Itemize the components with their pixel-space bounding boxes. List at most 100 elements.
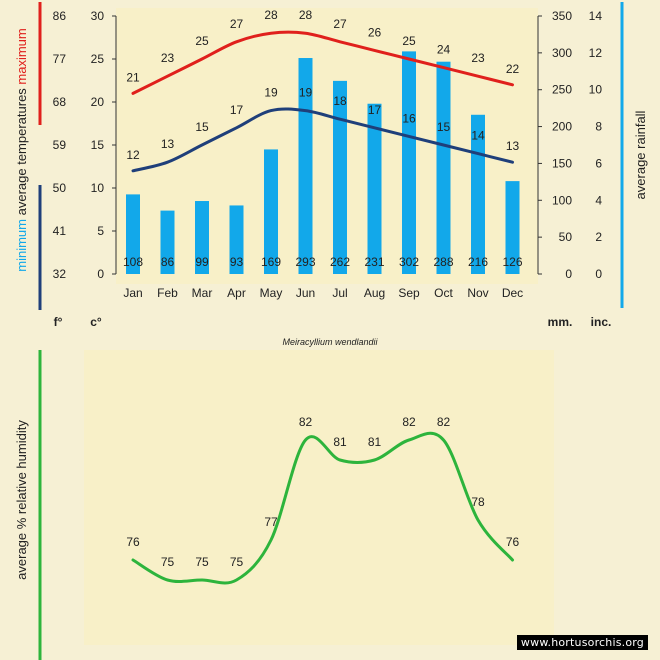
humidity-value-label: 81 (368, 435, 382, 449)
min-temperature-label: 16 (402, 111, 416, 125)
max-temperature-line (131, 30, 514, 95)
humidity-value-label: 76 (506, 535, 520, 549)
y-axis-title-part-average: average temperatures (14, 88, 29, 219)
tick-label-fahrenheit: 50 (53, 181, 67, 195)
month-label: Nov (467, 286, 488, 300)
max-temperature-label: 23 (161, 51, 175, 65)
humidity-value-label: 76 (126, 535, 140, 549)
month-label: Feb (157, 286, 178, 300)
rainfall-bar (505, 181, 520, 274)
rainfall-bar (126, 194, 140, 274)
min-temperature-label: 14 (471, 129, 485, 143)
unit-label-celsius: c° (90, 315, 102, 329)
rainfall-value-label: 262 (330, 255, 350, 269)
month-label: Apr (227, 286, 246, 300)
month-label: Mar (192, 286, 213, 300)
tick-label-celsius: 0 (97, 267, 104, 281)
month-label: May (260, 286, 283, 300)
min-temperature-label: 17 (368, 103, 382, 117)
humidity-plot-background (84, 350, 554, 645)
tick-label-inch: 14 (589, 9, 603, 23)
tick-label-fahrenheit: 68 (53, 95, 67, 109)
humidity-value-label: 75 (195, 555, 209, 569)
min-temperature-label: 13 (161, 137, 175, 151)
rainfall-bar (229, 205, 244, 274)
month-label: Sep (398, 286, 420, 300)
humidity-value-label: 82 (299, 415, 313, 429)
month-label: Jun (296, 286, 315, 300)
max-temperature-label: 23 (471, 51, 485, 65)
tick-label-mm: 0 (565, 267, 572, 281)
humidity-value-label: 82 (402, 415, 416, 429)
tick-label-fahrenheit: 32 (53, 267, 67, 281)
rainfall-bar (264, 149, 278, 274)
month-label: Aug (364, 286, 385, 300)
max-temperature-label: 25 (195, 34, 209, 48)
rainfall-bar (367, 103, 382, 274)
humidity-value-label: 81 (333, 435, 347, 449)
tick-label-inch: 6 (595, 156, 602, 170)
rainfall-value-label: 108 (123, 255, 143, 269)
tick-label-inch: 10 (589, 83, 603, 97)
tick-label-inch: 8 (595, 120, 602, 134)
unit-label-mm: mm. (548, 315, 573, 329)
tick-label-inch: 2 (595, 230, 602, 244)
min-temperature-label: 18 (333, 94, 347, 108)
watermark: www.hortusorchis.org (516, 635, 648, 650)
y-axis-title-rainfall: average rainfall (633, 110, 648, 199)
chart-subtitle: Meiracyllium wendlandii (282, 337, 378, 347)
max-temperature-label: 27 (230, 17, 244, 31)
rainfall-value-label: 86 (161, 255, 175, 269)
min-temperature-label: 13 (506, 139, 520, 153)
tick-label-celsius: 30 (91, 9, 105, 23)
month-label: Jul (332, 286, 347, 300)
min-temperature-label: 19 (299, 86, 313, 100)
month-label: Jan (123, 286, 142, 300)
plot-area-background (116, 8, 538, 284)
y-axis-title-part-maximum: maximum (14, 28, 29, 88)
tick-label-mm: 200 (552, 120, 572, 134)
rainfall-bar (160, 210, 175, 274)
humidity-value-label: 82 (437, 415, 451, 429)
rainfall-bar (402, 51, 416, 274)
rainfall-value-label: 288 (433, 255, 453, 269)
unit-label-inch: inc. (591, 315, 612, 329)
max-temperature-label: 22 (506, 62, 520, 76)
y-axis-title-part-minimum: minimum (14, 219, 29, 272)
tick-label-celsius: 10 (91, 181, 105, 195)
max-temperature-label: 26 (368, 25, 382, 39)
max-temperature-label: 28 (299, 8, 313, 22)
tick-label-celsius: 25 (91, 52, 105, 66)
humidity-value-label: 75 (161, 555, 175, 569)
tick-label-fahrenheit: 77 (53, 52, 67, 66)
tick-label-fahrenheit: 86 (53, 9, 67, 23)
rainfall-value-label: 302 (399, 255, 419, 269)
tick-label-mm: 150 (552, 156, 572, 170)
rainfall-value-label: 216 (468, 255, 488, 269)
max-temperature-label: 21 (126, 70, 140, 84)
humidity-value-label: 77 (264, 515, 278, 529)
rainfall-value-label: 169 (261, 255, 281, 269)
max-temperature-label: 27 (333, 17, 347, 31)
month-label: Oct (434, 286, 453, 300)
rainfall-value-label: 99 (195, 255, 209, 269)
humidity-value-label: 75 (230, 555, 244, 569)
min-temperature-label: 12 (126, 148, 140, 162)
max-temperature-label: 24 (437, 43, 451, 57)
tick-label-fahrenheit: 59 (53, 138, 67, 152)
min-temperature-label: 19 (264, 86, 278, 100)
tick-label-inch: 4 (595, 193, 602, 207)
tick-label-mm: 100 (552, 193, 572, 207)
rainfall-value-label: 293 (295, 255, 315, 269)
min-temperature-label: 15 (437, 120, 451, 134)
max-temperature-label: 28 (264, 8, 278, 22)
unit-label-fahrenheit: f° (54, 315, 63, 329)
tick-label-mm: 350 (552, 9, 572, 23)
tick-label-celsius: 5 (97, 224, 104, 238)
tick-label-celsius: 20 (91, 95, 105, 109)
tick-label-fahrenheit: 41 (53, 224, 67, 238)
min-temperature-line (131, 107, 514, 173)
tick-label-inch: 0 (595, 267, 602, 281)
rainfall-value-label: 126 (502, 255, 522, 269)
